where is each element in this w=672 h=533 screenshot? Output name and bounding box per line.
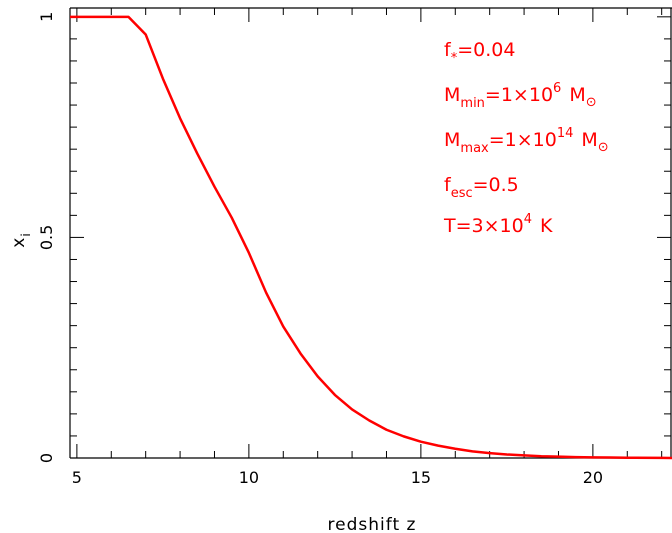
tick-labels: 5 10 15 20 0 0.5 1 [37, 12, 603, 487]
parameter-annotations: f*=0.04 Mmin=1×106 M⊙ Mmax=1×1014 M⊙ fesc=… [443, 39, 609, 237]
annotation-m-max: Mmax=1×1014 M⊙ [444, 126, 609, 156]
annotation-temperature: T=3×104 K [443, 212, 553, 237]
y-axis-title: xi [9, 232, 33, 247]
x-axis-title: redshift z [328, 515, 417, 533]
svg-text:xi: xi [9, 232, 33, 247]
x-tick-label: 15 [411, 468, 431, 487]
x-tick-label: 5 [72, 468, 82, 487]
y-tick-label: 0.5 [37, 225, 56, 250]
series-line [70, 15, 672, 460]
x-tick-label: 10 [239, 468, 259, 487]
annotation-m-min: Mmin=1×106 M⊙ [444, 81, 597, 111]
annotation-f-star: f*=0.04 [444, 39, 515, 66]
y-axis-title-base: x [9, 237, 29, 248]
annotation-f-esc: fesc=0.5 [444, 174, 519, 201]
y-axis-title-sub: i [19, 232, 33, 236]
y-tick-label: 1 [37, 12, 56, 22]
x-tick-label: 20 [583, 468, 603, 487]
axes-frame [69, 7, 672, 459]
y-tick-label: 0 [37, 453, 56, 463]
axis-ticks [70, 8, 671, 459]
